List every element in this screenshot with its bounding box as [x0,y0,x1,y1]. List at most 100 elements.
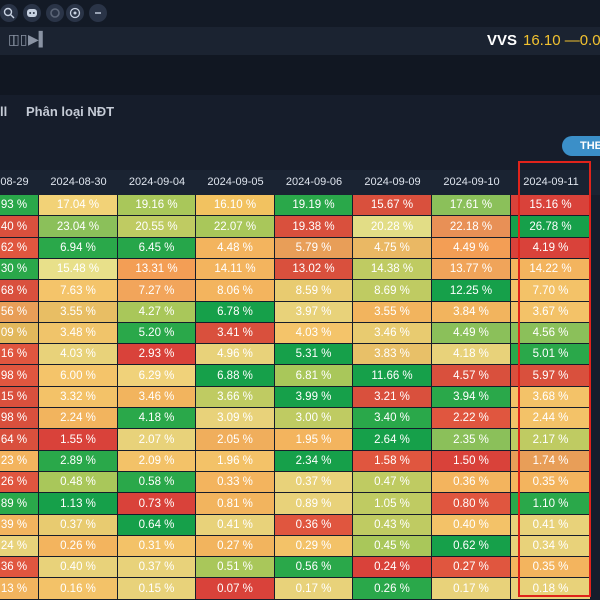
table-cell: 3.21 % [353,387,432,408]
table-cell: 1.50 % [432,451,511,472]
table-cell: 5.01 % [511,344,591,365]
table-cell: 0.24 % [353,557,432,578]
settings-icon[interactable] [46,4,64,22]
tabs-row: ll Phân loại NĐT [0,95,600,135]
table-cell: 14.38 % [353,259,432,280]
table-cell: 98 % [0,365,39,387]
table-cell: 24 % [0,536,39,557]
table-cell: 3.97 % [275,302,353,323]
table-cell: 17.61 % [432,195,511,216]
table-cell: 1.10 % [511,493,591,515]
table-cell: 15.48 % [39,259,118,280]
table-cell: 0.73 % [118,493,196,515]
table-cell: 68 % [0,280,39,302]
table-cell: 3.55 % [353,302,432,323]
table-cell: 4.49 % [432,323,511,344]
table-cell: 3.46 % [353,323,432,344]
column-header: 2024-09-11 [523,176,579,188]
table-cell: 3.00 % [275,408,353,429]
filter-pill-button[interactable]: THE [562,136,600,156]
tab-investor-classification[interactable]: Phân loại NĐT [26,104,115,119]
table-cell: 15.16 % [511,195,591,216]
pause-icon[interactable]: ▯▯ [12,32,28,48]
table-cell: 0.40 % [39,557,118,578]
table-cell: 2.89 % [39,451,118,472]
table-cell: 0.16 % [39,578,118,600]
table-cell: 5.97 % [511,365,591,387]
column-header: 2024-08-30 [50,176,107,188]
table-cell: 0.35 % [511,557,591,578]
table-cell: 2.44 % [511,408,591,429]
table-cell: 6.88 % [196,365,275,387]
column-header: 2024-09-05 [207,176,264,188]
table-cell: 4.03 % [275,323,353,344]
table-cell: 1.96 % [196,451,275,472]
table-cell: 09 % [0,323,39,344]
table-cell: 6.94 % [39,238,118,259]
table-cell: 3.55 % [39,302,118,323]
table-cell: 26.78 % [511,216,591,238]
table-cell: 0.31 % [118,536,196,557]
table-cell: 17.04 % [39,195,118,216]
table-cell: 4.19 % [511,238,591,259]
column-header: 2024-09-04 [128,176,186,188]
table-cell: 22.07 % [196,216,275,238]
table-cell: 0.56 % [275,557,353,578]
table-cell: 5.31 % [275,344,353,365]
table-cell: 36 % [0,557,39,578]
table-cell: 0.40 % [432,515,511,536]
table-cell: 0.17 % [432,578,511,600]
table-cell: 8.69 % [353,280,432,302]
table-cell: 2.34 % [275,451,353,472]
table-cell: 16.10 % [196,195,275,216]
table-cell: 56 % [0,302,39,323]
table-cell: 1.05 % [353,493,432,515]
table-cell: 4.57 % [432,365,511,387]
table-cell: 1.74 % [511,451,591,472]
table-cell: 0.36 % [432,472,511,493]
table-cell: 0.27 % [196,536,275,557]
skip-next-icon[interactable]: ▶▍ [28,32,50,48]
table-cell: 0.47 % [353,472,432,493]
column-header: 2024-09-10 [443,176,500,188]
table-cell: 3.46 % [118,387,196,408]
table-cell: 64 % [0,429,39,451]
ticker-price: 16.10 —0.00 [523,32,600,49]
table-cell: 98 % [0,408,39,429]
table-cell: 3.32 % [39,387,118,408]
table-cell: 3.41 % [196,323,275,344]
discord-icon[interactable] [23,4,41,22]
table-cell: 0.34 % [511,536,591,557]
table-cell: 0.37 % [275,472,353,493]
more-icon[interactable] [89,4,107,22]
table-cell: 3.67 % [511,302,591,323]
table-cell: 13 % [0,578,39,600]
table-cell: 0.81 % [196,493,275,515]
table-cell: 2.64 % [353,429,432,451]
column-header: 2024-09-06 [285,176,343,188]
table-cell: 6.00 % [39,365,118,387]
table-cell: 15.67 % [353,195,432,216]
table-cell: 1.13 % [39,493,118,515]
tab-partial[interactable]: ll [0,104,8,119]
table-cell: 6.81 % [275,365,353,387]
table-cell: 0.17 % [275,578,353,600]
table-cell: 15 % [0,387,39,408]
table-cell: 23 % [0,451,39,472]
column-header: 2024-09-09 [364,176,421,188]
table-cell: 2.17 % [511,429,591,451]
zoom-icon[interactable] [0,4,18,22]
table-cell: 23.04 % [39,216,118,238]
table-cell: 2.93 % [118,344,196,365]
target-icon[interactable] [66,4,84,22]
table-cell: 4.18 % [118,408,196,429]
table-cell: 4.49 % [432,238,511,259]
previous-icon[interactable]: ▯ [8,32,16,48]
table-cell: 11.66 % [353,365,432,387]
table-cell: 0.27 % [432,557,511,578]
table-cell: 1.55 % [39,429,118,451]
table-cell: 0.43 % [353,515,432,536]
table-cell: 0.07 % [196,578,275,600]
table-cell: 3.48 % [39,323,118,344]
table-cell: 0.80 % [432,493,511,515]
